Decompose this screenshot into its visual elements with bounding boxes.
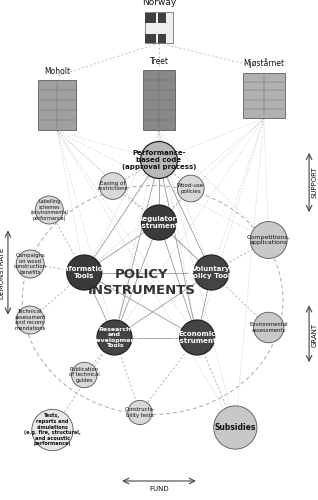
Text: POLICY
INSTRUMENTS: POLICY INSTRUMENTS — [87, 268, 196, 296]
Text: Tests,
reports and
simulations
(e.g. fire, structural,
and acoustic
performance): Tests, reports and simulations (e.g. fir… — [24, 414, 81, 446]
Ellipse shape — [194, 255, 229, 290]
Text: Competitions,
applications: Competitions, applications — [247, 234, 291, 246]
Text: Mjøstårnet: Mjøstårnet — [243, 58, 285, 68]
Ellipse shape — [35, 196, 63, 224]
Ellipse shape — [128, 400, 152, 424]
Ellipse shape — [250, 222, 287, 258]
Text: DEMONSTRATE: DEMONSTRATE — [0, 246, 4, 298]
Ellipse shape — [214, 406, 257, 449]
Text: Research
and
Development
Tools: Research and Development Tools — [91, 326, 138, 348]
FancyBboxPatch shape — [38, 80, 76, 130]
Text: Subsidies: Subsidies — [215, 423, 256, 432]
Text: Campaigns
on wood
construction
benefits: Campaigns on wood construction benefits — [14, 253, 47, 275]
Text: Economic
Instruments: Economic Instruments — [173, 331, 221, 344]
Ellipse shape — [100, 172, 126, 200]
Ellipse shape — [97, 320, 132, 355]
FancyBboxPatch shape — [243, 72, 285, 118]
Text: Technical
assessment
and recom-
mendations: Technical assessment and recom- mendatio… — [14, 309, 46, 331]
Text: Voluntary
Policy Tools: Voluntary Policy Tools — [188, 266, 235, 279]
Ellipse shape — [253, 312, 284, 343]
Text: Easing of
restrictions: Easing of restrictions — [98, 180, 128, 192]
FancyBboxPatch shape — [145, 13, 156, 23]
Text: Publication
of technical
guides: Publication of technical guides — [69, 367, 100, 383]
Text: GRANT: GRANT — [312, 323, 318, 347]
Ellipse shape — [142, 205, 176, 240]
Ellipse shape — [141, 142, 177, 178]
Ellipse shape — [67, 255, 102, 290]
Text: FUND: FUND — [149, 486, 169, 492]
FancyBboxPatch shape — [143, 70, 175, 130]
Text: Treet: Treet — [149, 57, 169, 66]
Text: SUPPORT: SUPPORT — [312, 166, 318, 198]
Ellipse shape — [32, 410, 73, 451]
FancyBboxPatch shape — [145, 12, 173, 43]
Ellipse shape — [16, 306, 44, 334]
Text: Moholt: Moholt — [44, 67, 70, 76]
Text: Norway: Norway — [142, 0, 176, 7]
FancyBboxPatch shape — [145, 34, 156, 43]
Ellipse shape — [72, 362, 97, 388]
Text: Wood-use
policies: Wood-use policies — [177, 183, 204, 194]
Text: Information
Tools: Information Tools — [61, 266, 107, 279]
Text: Regulatory
Instruments: Regulatory Instruments — [135, 216, 183, 229]
FancyBboxPatch shape — [158, 34, 166, 43]
Ellipse shape — [180, 320, 215, 355]
Text: Performance-
based code
(approval process): Performance- based code (approval proces… — [122, 150, 196, 170]
Text: Environmental
assessments: Environmental assessments — [249, 322, 288, 333]
FancyBboxPatch shape — [158, 13, 166, 23]
Ellipse shape — [16, 250, 44, 278]
Text: Labelling
schemes
(environmental
performance): Labelling schemes (environmental perform… — [31, 199, 68, 221]
Ellipse shape — [177, 175, 204, 202]
Text: Constructa-
bility tests: Constructa- bility tests — [125, 407, 155, 418]
